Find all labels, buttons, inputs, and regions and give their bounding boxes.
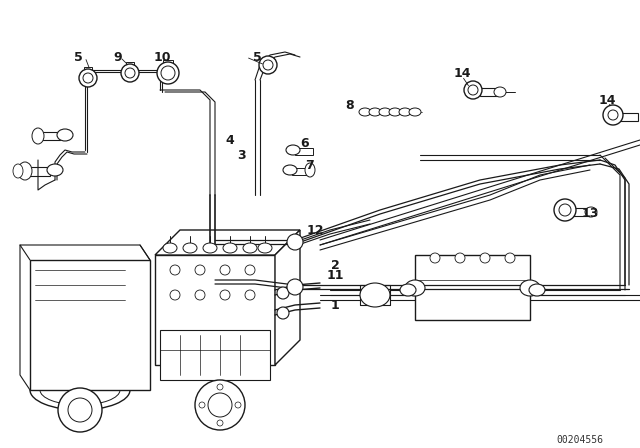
Text: 13: 13 (582, 207, 600, 220)
Bar (480, 88, 498, 96)
Ellipse shape (520, 280, 540, 296)
Circle shape (430, 253, 440, 263)
Bar (28, 167, 50, 176)
Bar (360, 285, 390, 305)
Text: 11: 11 (326, 268, 344, 281)
Circle shape (79, 69, 97, 87)
Circle shape (287, 279, 303, 295)
Circle shape (603, 105, 623, 125)
Text: 1: 1 (331, 298, 339, 311)
Circle shape (608, 110, 618, 120)
Ellipse shape (400, 284, 416, 296)
Circle shape (559, 204, 571, 216)
Bar (415, 255, 530, 320)
Circle shape (505, 253, 515, 263)
Ellipse shape (47, 164, 63, 176)
Circle shape (170, 265, 180, 275)
Circle shape (220, 265, 230, 275)
Circle shape (245, 265, 255, 275)
Circle shape (277, 287, 289, 299)
Circle shape (259, 56, 277, 74)
Text: 14: 14 (598, 94, 616, 107)
Circle shape (263, 60, 273, 70)
Circle shape (217, 420, 223, 426)
Ellipse shape (369, 108, 381, 116)
Ellipse shape (57, 129, 73, 141)
Text: 9: 9 (114, 51, 122, 64)
Circle shape (83, 73, 93, 83)
Ellipse shape (585, 207, 597, 217)
Circle shape (220, 290, 230, 300)
Text: 14: 14 (453, 66, 471, 79)
Circle shape (208, 393, 232, 417)
Polygon shape (155, 230, 300, 255)
Ellipse shape (359, 108, 371, 116)
Text: 7: 7 (306, 159, 314, 172)
Ellipse shape (399, 108, 411, 116)
Circle shape (245, 290, 255, 300)
Ellipse shape (163, 243, 177, 253)
Ellipse shape (258, 243, 272, 253)
Circle shape (455, 253, 465, 263)
Circle shape (195, 290, 205, 300)
Circle shape (480, 253, 490, 263)
Circle shape (287, 234, 303, 250)
Bar (84, 67, 92, 72)
Text: 5: 5 (74, 51, 83, 64)
Circle shape (68, 398, 92, 422)
Text: 8: 8 (346, 99, 355, 112)
Bar (40, 132, 60, 140)
Circle shape (199, 402, 205, 408)
Polygon shape (275, 230, 300, 365)
Circle shape (235, 402, 241, 408)
Ellipse shape (223, 243, 237, 253)
Circle shape (195, 265, 205, 275)
Circle shape (217, 384, 223, 390)
Ellipse shape (305, 163, 315, 177)
Circle shape (464, 81, 482, 99)
Ellipse shape (360, 283, 390, 307)
Circle shape (121, 64, 139, 82)
Ellipse shape (283, 165, 297, 175)
Bar (572, 208, 590, 216)
Circle shape (125, 68, 135, 78)
Ellipse shape (405, 280, 425, 296)
Ellipse shape (379, 108, 391, 116)
Bar (126, 62, 134, 67)
Circle shape (170, 290, 180, 300)
Ellipse shape (18, 162, 32, 180)
Ellipse shape (286, 145, 300, 155)
Text: 6: 6 (301, 137, 309, 150)
Text: 00204556: 00204556 (557, 435, 604, 445)
Circle shape (157, 62, 179, 84)
Ellipse shape (13, 164, 23, 178)
Ellipse shape (243, 243, 257, 253)
Circle shape (277, 307, 289, 319)
Text: 12: 12 (307, 224, 324, 237)
Text: 4: 4 (226, 134, 234, 146)
Bar (163, 60, 173, 66)
Ellipse shape (494, 87, 506, 97)
Ellipse shape (409, 108, 421, 116)
Circle shape (468, 85, 478, 95)
Circle shape (58, 388, 102, 432)
Circle shape (554, 199, 576, 221)
Circle shape (161, 66, 175, 80)
Text: 3: 3 (237, 148, 246, 161)
Ellipse shape (183, 243, 197, 253)
Ellipse shape (203, 243, 217, 253)
Ellipse shape (32, 128, 44, 144)
Bar (155, 255, 275, 365)
Ellipse shape (529, 284, 545, 296)
Bar (292, 168, 308, 175)
Text: 5: 5 (253, 51, 261, 64)
Bar (295, 148, 313, 155)
Bar (160, 330, 270, 380)
Ellipse shape (389, 108, 401, 116)
Text: 10: 10 (153, 51, 171, 64)
Circle shape (195, 380, 245, 430)
Text: 2: 2 (331, 258, 339, 271)
Bar (620, 113, 638, 121)
Bar (30, 260, 150, 390)
